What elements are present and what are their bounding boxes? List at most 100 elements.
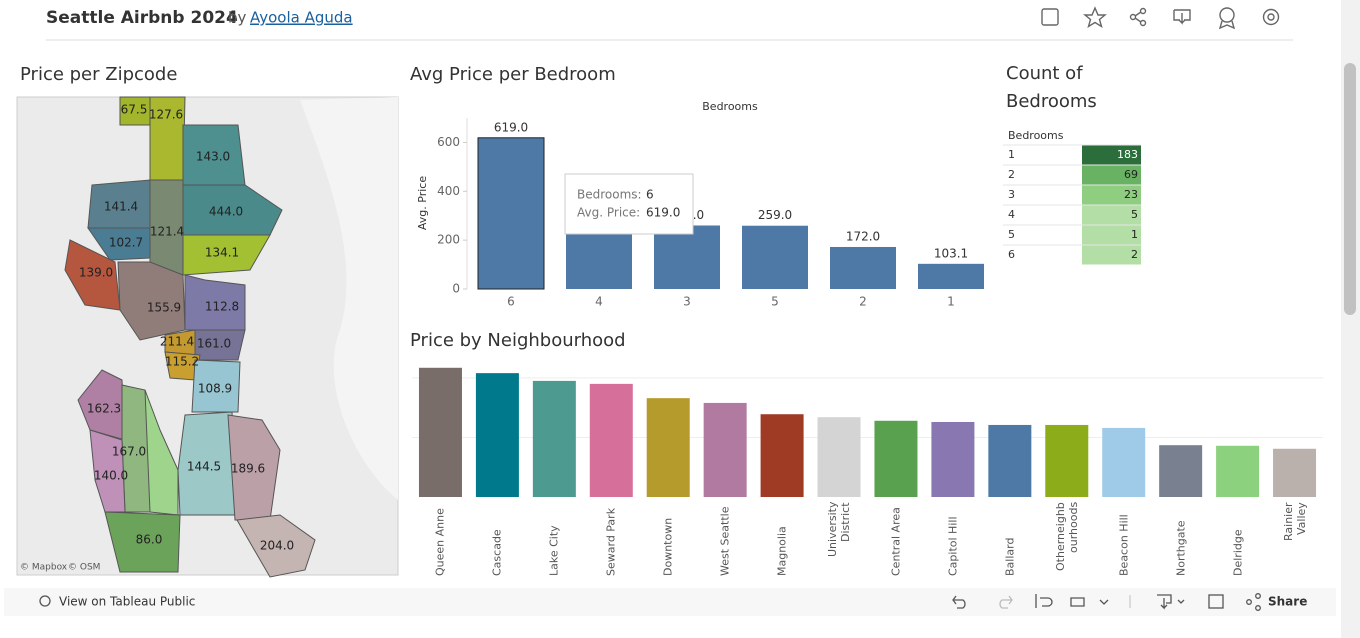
tooltip-box — [564, 173, 694, 235]
bar[interactable] — [566, 224, 632, 289]
x-tick-label: Queen Anne — [433, 508, 447, 576]
edit-icon[interactable] — [1041, 8, 1059, 26]
bar[interactable] — [589, 383, 633, 497]
bar[interactable] — [477, 137, 545, 290]
share-icon[interactable] — [1246, 593, 1261, 611]
bar[interactable] — [532, 380, 576, 497]
undo-icon[interactable] — [952, 595, 966, 609]
x-tick-label: Cascade — [490, 529, 504, 576]
bar[interactable] — [830, 246, 896, 289]
map-attribution: © OSM — [68, 563, 100, 573]
map-water — [300, 97, 398, 500]
x-tick-label: Beacon Hill — [1117, 514, 1131, 576]
chart-title: Avg Price per Bedroom — [410, 64, 616, 85]
download-icon[interactable] — [1173, 9, 1191, 25]
x-tick-label: University District — [826, 502, 853, 558]
value-label: 103.1 — [934, 246, 968, 260]
zip-label: 67.5 — [121, 103, 148, 117]
zip-label: 108.9 — [198, 382, 232, 396]
favorite-icon[interactable] — [1083, 6, 1107, 29]
row-label: 5 — [1008, 228, 1015, 241]
download-icon[interactable] — [1157, 594, 1185, 610]
row-label: 6 — [1008, 248, 1015, 261]
bar[interactable] — [817, 417, 861, 497]
zip-region[interactable] — [191, 359, 241, 413]
scrollbar-thumb[interactable] — [1344, 63, 1356, 315]
count-value: 1 — [1131, 228, 1138, 241]
map-labels: 67.5 127.6 143.0 141.4 444.0 102.7 121.4 134.1 1… — [79, 103, 294, 553]
count-value: 183 — [1117, 148, 1138, 161]
bar[interactable] — [646, 398, 690, 497]
y-tick-label: 200 — [437, 233, 460, 247]
bar[interactable] — [742, 225, 808, 289]
zip-region[interactable] — [227, 414, 281, 521]
chart-title: Price by Neighbourhood — [410, 330, 626, 351]
count-value: 5 — [1131, 208, 1138, 221]
bar[interactable] — [703, 402, 747, 497]
zip-label: 134.1 — [205, 246, 239, 260]
zip-label: 139.0 — [79, 266, 113, 280]
count-cell — [1082, 225, 1141, 245]
share-icon[interactable] — [1129, 7, 1147, 27]
x-tick-label: 5 — [771, 295, 779, 309]
fullscreen-icon[interactable] — [1208, 594, 1224, 609]
row-label: 4 — [1008, 208, 1015, 221]
zip-region[interactable] — [64, 239, 121, 311]
bar[interactable] — [988, 424, 1032, 497]
bar[interactable] — [475, 373, 519, 497]
share-button[interactable]: Share — [1268, 595, 1307, 609]
x-tick-label: Ballard — [1003, 537, 1017, 576]
x-tick-label: Otherneighbourhoods — [1053, 502, 1080, 571]
revert-icon[interactable] — [1035, 594, 1053, 608]
zip-label: 444.0 — [209, 205, 243, 219]
row-label: 3 — [1008, 188, 1015, 201]
bar[interactable] — [874, 420, 918, 497]
tooltip: Bedrooms: 6 Avg. Price: 619.0 — [564, 173, 694, 235]
tooltip-value: 619.0 — [646, 206, 680, 220]
bar[interactable] — [1045, 424, 1089, 497]
count-table: 1 183 2 69 3 23 4 5 5 1 6 2 — [1003, 144, 1141, 265]
zip-region[interactable] — [194, 329, 246, 361]
settings-icon[interactable] — [1262, 8, 1280, 26]
zip-region[interactable] — [236, 514, 316, 578]
count-cell — [1082, 185, 1141, 205]
bar[interactable] — [760, 414, 804, 497]
zip-label: 143.0 — [196, 150, 230, 164]
zip-region[interactable] — [177, 411, 238, 516]
x-tick-label: Seward Park — [604, 507, 618, 576]
view-on-public[interactable]: View on Tableau Public — [59, 595, 195, 609]
x-tick-label: Downtown — [661, 517, 675, 576]
author-link[interactable]: Ayoola Aguda — [250, 9, 353, 27]
zip-region[interactable] — [182, 234, 271, 276]
bar[interactable] — [1159, 445, 1203, 497]
count-value: 2 — [1131, 248, 1138, 261]
value-label: 619.0 — [494, 120, 528, 134]
bar[interactable] — [1216, 445, 1260, 497]
header-icons — [1041, 6, 1280, 30]
bar[interactable] — [1273, 448, 1317, 497]
tooltip-label: Avg. Price: — [577, 206, 640, 220]
zip-region[interactable] — [184, 274, 246, 331]
zip-label: 189.6 — [231, 462, 265, 476]
tooltip-value: 6 — [646, 188, 654, 202]
x-tick-label: 6 — [507, 295, 515, 309]
count-value: 23 — [1124, 188, 1138, 201]
badge-icon[interactable] — [1218, 7, 1236, 30]
row-label: 1 — [1008, 148, 1015, 161]
x-tick-label: 2 — [859, 295, 867, 309]
zip-region[interactable] — [104, 511, 181, 573]
bar[interactable] — [654, 225, 720, 289]
refresh-icon[interactable] — [1070, 597, 1109, 607]
by-text: by — [228, 9, 247, 27]
x-tick-label: 3 — [683, 295, 691, 309]
bar[interactable] — [931, 421, 975, 497]
bar[interactable] — [918, 263, 984, 289]
x-tick-label: 4 — [595, 295, 603, 309]
bar[interactable] — [418, 367, 462, 497]
bar[interactable] — [1102, 427, 1146, 497]
y-tick-label: 600 — [437, 135, 460, 149]
table-header: Bedrooms — [1008, 129, 1064, 142]
zip-region[interactable] — [144, 389, 179, 516]
redo-icon[interactable] — [999, 595, 1013, 609]
